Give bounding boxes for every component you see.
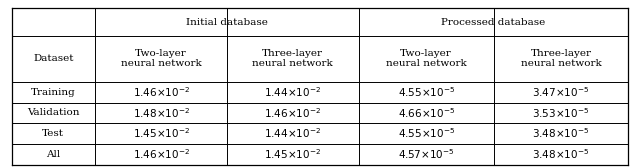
Text: $3.47{\times}10^{-5}$: $3.47{\times}10^{-5}$ [532, 85, 589, 99]
Text: $3.53{\times}10^{-5}$: $3.53{\times}10^{-5}$ [532, 106, 589, 120]
Text: $4.66{\times}10^{-5}$: $4.66{\times}10^{-5}$ [397, 106, 455, 120]
Text: $3.48{\times}10^{-5}$: $3.48{\times}10^{-5}$ [532, 147, 589, 161]
Text: Training: Training [31, 88, 76, 97]
Text: $3.48{\times}10^{-5}$: $3.48{\times}10^{-5}$ [532, 127, 589, 140]
Text: $4.57{\times}10^{-5}$: $4.57{\times}10^{-5}$ [398, 147, 454, 161]
Text: Validation: Validation [27, 108, 79, 117]
Text: Processed database: Processed database [442, 18, 546, 27]
Text: Three-layer
neural network: Three-layer neural network [253, 49, 333, 69]
Text: Dataset: Dataset [33, 54, 74, 63]
Text: All: All [46, 150, 61, 159]
Text: $1.48{\times}10^{-2}$: $1.48{\times}10^{-2}$ [132, 106, 189, 120]
Text: Three-layer
neural network: Three-layer neural network [521, 49, 602, 69]
Text: Two-layer
neural network: Two-layer neural network [386, 49, 467, 69]
Text: $1.44{\times}10^{-2}$: $1.44{\times}10^{-2}$ [264, 127, 321, 140]
Text: Test: Test [42, 129, 65, 138]
Text: $1.44{\times}10^{-2}$: $1.44{\times}10^{-2}$ [264, 85, 321, 99]
Text: $1.46{\times}10^{-2}$: $1.46{\times}10^{-2}$ [264, 106, 321, 120]
Text: $1.46{\times}10^{-2}$: $1.46{\times}10^{-2}$ [132, 85, 189, 99]
Text: $1.46{\times}10^{-2}$: $1.46{\times}10^{-2}$ [132, 147, 189, 161]
Text: $4.55{\times}10^{-5}$: $4.55{\times}10^{-5}$ [397, 85, 455, 99]
Text: Initial database: Initial database [186, 18, 268, 27]
Text: $1.45{\times}10^{-2}$: $1.45{\times}10^{-2}$ [132, 127, 189, 140]
Text: $1.45{\times}10^{-2}$: $1.45{\times}10^{-2}$ [264, 147, 321, 161]
Text: Two-layer
neural network: Two-layer neural network [121, 49, 202, 69]
Text: $4.55{\times}10^{-5}$: $4.55{\times}10^{-5}$ [397, 127, 455, 140]
